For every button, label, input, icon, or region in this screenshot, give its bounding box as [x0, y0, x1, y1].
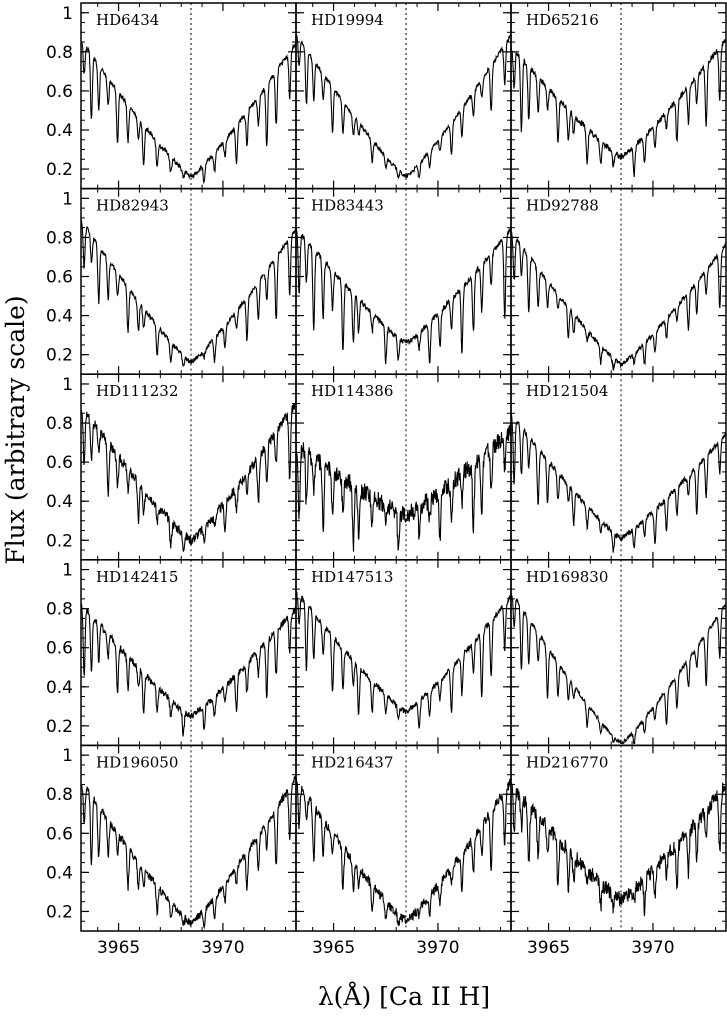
panel-hd147513: HD147513	[295, 559, 512, 747]
x-tick-label: 3965	[527, 938, 570, 958]
panel-hd65216: HD65216	[510, 2, 727, 190]
star-label: HD6434	[96, 11, 159, 29]
spectrum-line-hd82943	[80, 220, 297, 367]
y-tick-label: 0.4	[46, 678, 73, 698]
panel-hd114386: HD114386	[295, 373, 512, 561]
panel-hd19994: HD19994	[295, 2, 512, 190]
y-tick-label: 0.4	[46, 121, 73, 141]
x-axis-title: λ(Å) [Ca II H]	[318, 981, 490, 1011]
panels-layer: HD6434 0.2 0.4 0.6 0.8 1 HD19994 HD65216 HD82943…	[46, 2, 727, 958]
y-axis-title: Flux (arbitrary scale)	[1, 295, 30, 564]
star-label: HD82943	[96, 197, 169, 215]
star-label: HD196050	[96, 753, 178, 771]
y-tick-label: 0.4	[46, 492, 73, 512]
panel-frame	[295, 744, 512, 932]
y-tick-label: 0.4	[46, 863, 73, 883]
spectrum-line-hd147513	[295, 591, 512, 729]
panel-frame	[295, 187, 512, 375]
panel-frame	[80, 2, 297, 190]
star-label: HD142415	[96, 568, 178, 586]
y-tick-label: 0.6	[46, 453, 73, 473]
y-tick-label: 0.2	[46, 531, 73, 551]
star-label: HD169830	[526, 568, 608, 586]
y-tick-label: 0.2	[46, 717, 73, 737]
star-label: HD83443	[311, 197, 384, 215]
y-tick-label: 1	[62, 561, 73, 581]
y-tick-label: 0.6	[46, 82, 73, 102]
x-tick-label: 3965	[97, 938, 140, 958]
panel-hd82943: HD82943 0.2 0.4 0.6 0.8 1	[46, 187, 297, 375]
x-tick-label: 3970	[416, 938, 459, 958]
panel-frame	[80, 559, 297, 747]
panel-frame	[295, 373, 512, 561]
y-tick-label: 0.8	[46, 228, 73, 248]
y-tick-label: 0.8	[46, 785, 73, 805]
panel-frame	[295, 559, 512, 747]
spectrum-line-hd121504	[510, 412, 727, 553]
y-tick-label: 0.8	[46, 600, 73, 620]
x-tick-label: 3970	[631, 938, 674, 958]
star-label: HD121504	[526, 382, 608, 400]
spectrum-line-hd216770	[510, 782, 727, 917]
star-label: HD114386	[311, 382, 393, 400]
panel-frame	[295, 2, 512, 190]
y-tick-label: 1	[62, 4, 73, 24]
y-tick-label: 0.2	[46, 346, 73, 366]
y-tick-label: 1	[62, 375, 73, 395]
panel-hd6434: HD6434 0.2 0.4 0.6 0.8 1	[46, 2, 297, 190]
panel-hd142415: HD142415 0.2 0.4 0.6 0.8 1	[46, 559, 297, 747]
y-tick-label: 0.6	[46, 268, 73, 288]
y-tick-label: 0.6	[46, 639, 73, 659]
y-tick-label: 0.8	[46, 414, 73, 434]
spectrum-line-hd111232	[80, 400, 297, 553]
y-tick-label: 0.2	[46, 160, 73, 180]
star-label: HD92788	[526, 197, 599, 215]
spectrum-line-hd6434	[80, 40, 297, 185]
spectrum-line-hd83443	[295, 227, 512, 365]
spectrum-line-hd169830	[510, 593, 727, 745]
y-tick-label: 0.8	[46, 43, 73, 63]
panel-frame	[80, 373, 297, 561]
panel-frame	[510, 744, 727, 932]
star-label: HD65216	[526, 11, 599, 29]
y-tick-label: 0.6	[46, 824, 73, 844]
spectrum-line-hd92788	[510, 232, 727, 371]
panel-hd216437: HD216437 3965 3970	[295, 744, 512, 958]
y-tick-label: 1	[62, 189, 73, 209]
panel-hd196050: HD196050 0.2 0.4 0.6 0.8 1 3965 3970	[46, 744, 297, 958]
panel-frame	[510, 373, 727, 561]
spectrum-line-hd142415	[80, 603, 297, 737]
y-tick-label: 0.2	[46, 902, 73, 922]
panel-frame	[80, 187, 297, 375]
panel-hd83443: HD83443	[295, 187, 512, 375]
x-tick-label: 3965	[312, 938, 355, 958]
star-label: HD147513	[311, 568, 393, 586]
panel-hd216770: HD216770 3965 3970	[510, 744, 727, 958]
spectrum-line-hd65216	[510, 38, 727, 178]
panel-hd92788: HD92788	[510, 187, 727, 375]
panel-frame	[80, 744, 297, 932]
panel-frame	[510, 2, 727, 190]
star-label: HD216770	[526, 753, 608, 771]
spectrum-line-hd196050	[80, 775, 297, 930]
panel-frame	[510, 187, 727, 375]
spectrum-line-hd19994	[295, 34, 512, 180]
panel-hd111232: HD111232 0.2 0.4 0.6 0.8 1	[46, 373, 297, 561]
x-tick-label: 3970	[201, 938, 244, 958]
panel-hd121504: HD121504	[510, 373, 727, 561]
y-tick-label: 1	[62, 746, 73, 766]
star-label: HD19994	[311, 11, 384, 29]
panel-hd169830: HD169830	[510, 559, 727, 747]
star-label: HD111232	[96, 382, 178, 400]
spectrum-line-hd114386	[295, 424, 512, 552]
y-tick-label: 0.4	[46, 307, 73, 327]
star-label: HD216437	[311, 753, 393, 771]
spectrum-line-hd216437	[295, 778, 512, 927]
